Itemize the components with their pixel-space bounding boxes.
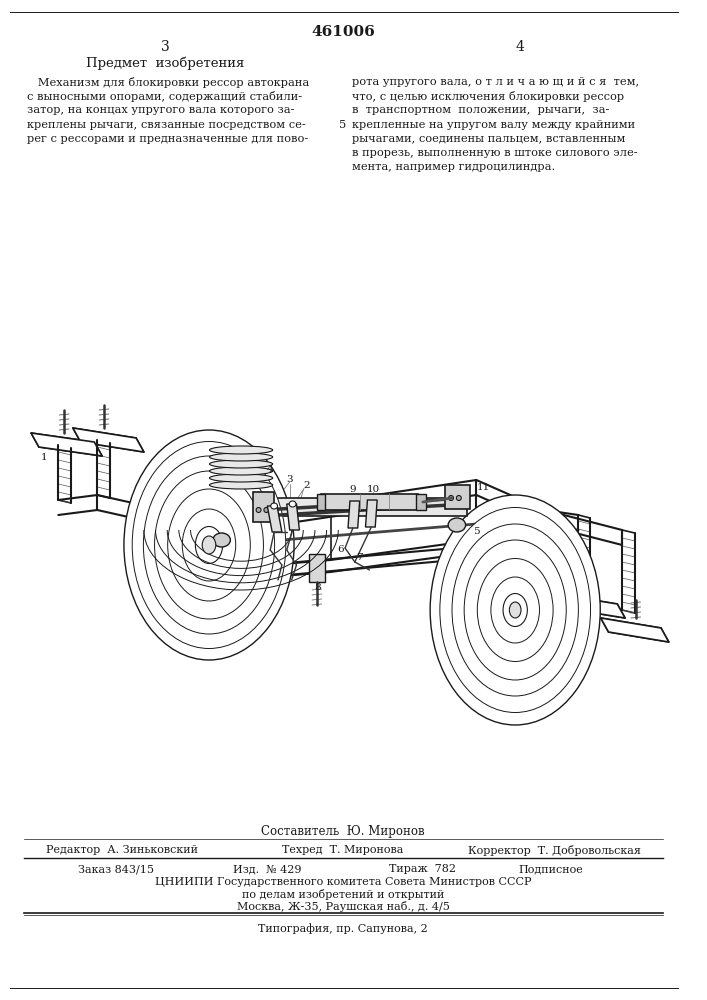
Text: 5: 5 xyxy=(473,528,479,536)
Ellipse shape xyxy=(503,593,527,626)
Polygon shape xyxy=(287,504,299,530)
Ellipse shape xyxy=(430,495,600,725)
Text: 461006: 461006 xyxy=(311,25,375,39)
Ellipse shape xyxy=(132,442,286,648)
Text: в прорезь, выполненную в штоке силового эле-: в прорезь, выполненную в штоке силового … xyxy=(352,148,638,158)
Polygon shape xyxy=(601,618,669,642)
Text: рычагами, соединены пальцем, вставленным: рычагами, соединены пальцем, вставленным xyxy=(352,134,625,144)
Text: Изд.  № 429: Изд. № 429 xyxy=(233,864,302,874)
Ellipse shape xyxy=(440,508,590,712)
Ellipse shape xyxy=(477,558,553,662)
Ellipse shape xyxy=(256,508,261,512)
Ellipse shape xyxy=(449,495,453,500)
Ellipse shape xyxy=(195,526,223,564)
Text: ЦНИИПИ Государственного комитета Совета Министров СССР: ЦНИИПИ Государственного комитета Совета … xyxy=(155,877,532,887)
Text: Тираж  782: Тираж 782 xyxy=(389,864,456,874)
Text: креплены рычаги, связанные посредством се-: креплены рычаги, связанные посредством с… xyxy=(27,120,306,130)
Ellipse shape xyxy=(509,602,521,618)
Bar xyxy=(262,498,467,516)
Text: затор, на концах упругого вала которого за-: затор, на концах упругого вала которого … xyxy=(27,105,295,115)
Ellipse shape xyxy=(209,474,273,482)
Ellipse shape xyxy=(289,501,296,507)
Text: 9: 9 xyxy=(349,486,356,494)
Text: по делам изобретений и открытий: по делам изобретений и открытий xyxy=(242,889,444,900)
Text: 4: 4 xyxy=(515,40,525,54)
Ellipse shape xyxy=(209,460,273,468)
Polygon shape xyxy=(31,433,102,456)
Text: 6: 6 xyxy=(337,546,344,554)
Text: рота упругого вала, о т л и ч а ю щ и й с я  тем,: рота упругого вала, о т л и ч а ю щ и й … xyxy=(352,77,639,87)
Text: мента, например гидроцилиндра.: мента, например гидроцилиндра. xyxy=(352,162,555,172)
Bar xyxy=(252,492,274,522)
Polygon shape xyxy=(366,500,377,527)
Text: Заказ 843/15: Заказ 843/15 xyxy=(78,864,153,874)
Ellipse shape xyxy=(448,518,466,532)
Ellipse shape xyxy=(213,533,230,547)
Bar xyxy=(321,494,418,510)
Ellipse shape xyxy=(202,536,216,554)
Text: Подписное: Подписное xyxy=(518,864,583,874)
Text: 11: 11 xyxy=(477,483,489,491)
Text: 5: 5 xyxy=(339,120,346,130)
Ellipse shape xyxy=(209,446,273,454)
Ellipse shape xyxy=(452,524,578,696)
Ellipse shape xyxy=(182,509,235,581)
Ellipse shape xyxy=(271,503,278,509)
Ellipse shape xyxy=(457,495,461,500)
Bar xyxy=(309,554,325,582)
Ellipse shape xyxy=(144,456,274,634)
Text: рег с рессорами и предназначенные для пово-: рег с рессорами и предназначенные для по… xyxy=(27,134,308,144)
Text: Механизм для блокировки рессор автокрана: Механизм для блокировки рессор автокрана xyxy=(27,77,310,88)
Text: что, с целью исключения блокировки рессор: что, с целью исключения блокировки рессо… xyxy=(352,91,624,102)
Text: Составитель  Ю. Миронов: Составитель Ю. Миронов xyxy=(262,825,425,838)
Ellipse shape xyxy=(155,471,264,619)
Text: 2: 2 xyxy=(303,482,310,490)
Text: Корректор  Т. Добровольская: Корректор Т. Добровольская xyxy=(467,845,641,856)
Ellipse shape xyxy=(209,453,273,461)
Ellipse shape xyxy=(464,540,566,680)
Text: 1: 1 xyxy=(40,453,47,462)
Text: Техред  Т. Миронова: Техред Т. Миронова xyxy=(283,845,404,855)
Ellipse shape xyxy=(209,467,273,475)
Polygon shape xyxy=(348,501,360,528)
Text: крепленные на упругом валу между крайними: крепленные на упругом валу между крайним… xyxy=(352,120,635,130)
Text: 8: 8 xyxy=(315,584,321,592)
Text: Предмет  изобретения: Предмет изобретения xyxy=(86,56,245,70)
Polygon shape xyxy=(267,506,282,532)
Bar xyxy=(317,494,325,510)
Text: 10: 10 xyxy=(367,485,380,493)
Bar xyxy=(416,494,426,510)
Ellipse shape xyxy=(264,508,269,512)
Ellipse shape xyxy=(124,430,294,660)
Text: 3: 3 xyxy=(286,476,293,485)
Text: Типография, пр. Сапунова, 2: Типография, пр. Сапунова, 2 xyxy=(258,923,428,934)
Ellipse shape xyxy=(209,481,273,489)
Polygon shape xyxy=(73,428,144,452)
Text: Москва, Ж-35, Раушская наб., д. 4/5: Москва, Ж-35, Раушская наб., д. 4/5 xyxy=(237,901,450,912)
Ellipse shape xyxy=(491,577,539,643)
Polygon shape xyxy=(556,594,625,618)
Text: 4: 4 xyxy=(267,466,274,475)
Text: 3: 3 xyxy=(161,40,170,54)
Text: 7: 7 xyxy=(356,552,363,562)
Text: в  транспортном  положении,  рычаги,  за-: в транспортном положении, рычаги, за- xyxy=(352,105,609,115)
Text: Редактор  А. Зиньковский: Редактор А. Зиньковский xyxy=(45,845,197,855)
Bar xyxy=(445,485,469,509)
Text: с выносными опорами, содержащий стабили-: с выносными опорами, содержащий стабили- xyxy=(27,91,303,102)
Ellipse shape xyxy=(168,489,250,601)
